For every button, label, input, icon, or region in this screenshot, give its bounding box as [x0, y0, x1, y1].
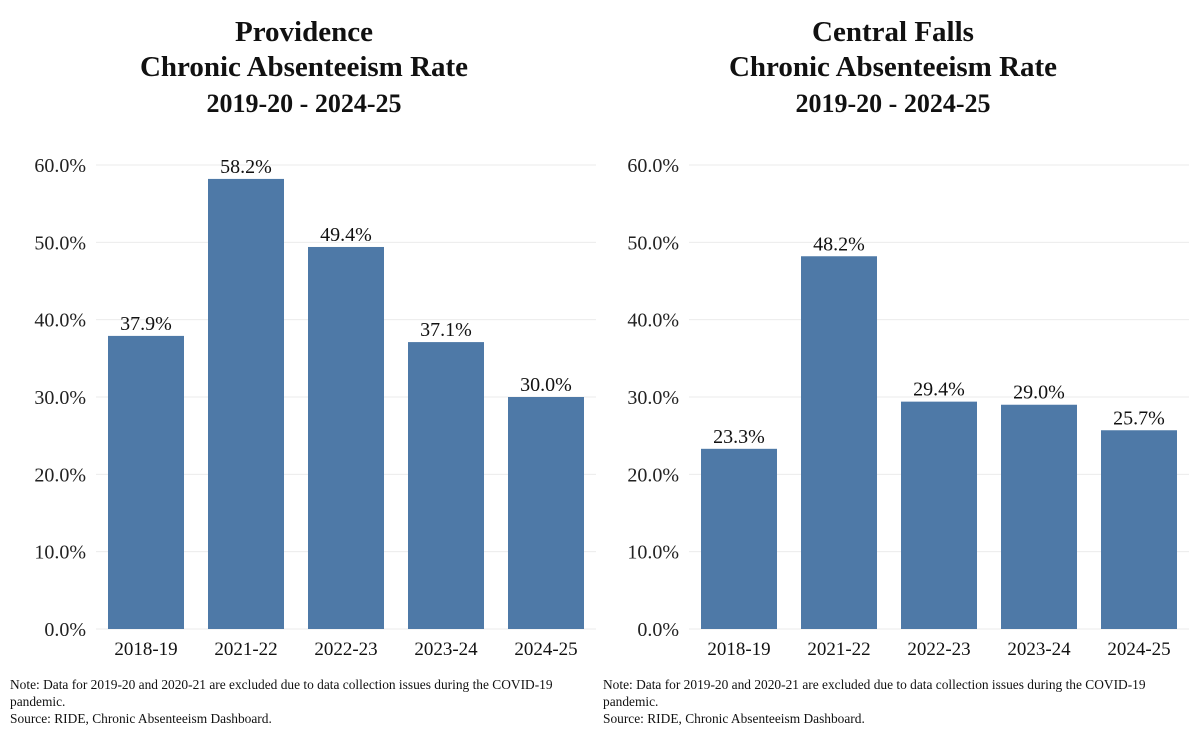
bar-2024-25	[1101, 430, 1177, 629]
y-tick-label: 50.0%	[627, 232, 679, 254]
y-tick-label: 60.0%	[627, 155, 679, 177]
bar-2024-25	[508, 397, 584, 629]
note-text: Note: Data for 2019-20 and 2020-21 are e…	[603, 677, 1146, 709]
chart-title: Central Falls	[812, 16, 974, 48]
data-label: 29.0%	[1013, 382, 1065, 404]
data-label: 30.0%	[520, 374, 572, 396]
data-label: 49.4%	[320, 224, 372, 246]
bar-2018-19	[701, 448, 777, 629]
chart-subtitle: Chronic Absenteeism Rate	[728, 51, 1058, 83]
y-tick-label: 10.0%	[34, 542, 86, 564]
source-text: Source: RIDE, Chronic Absenteeism Dashbo…	[10, 711, 272, 726]
y-tick-label: 30.0%	[34, 387, 86, 409]
bar-2021-22	[208, 178, 284, 630]
y-tick-label: 10.0%	[627, 542, 679, 564]
data-label: 37.1%	[420, 319, 472, 341]
bar-2023-24	[1001, 404, 1077, 629]
x-tick-label: 2024-25	[1107, 639, 1170, 660]
source-text: Source: RIDE, Chronic Absenteeism Dashbo…	[603, 711, 865, 726]
chart-subtitle: Chronic Absenteeism Rate	[139, 51, 469, 83]
chart-period: 2019-20 - 2024-25	[795, 89, 991, 118]
chart-period: 2019-20 - 2024-25	[206, 89, 402, 118]
x-tick-label: 2021-22	[807, 639, 870, 660]
providence-bar-chart: 0.0% 10.0% 20.0% 30.0% 40.0% 50.0% 60.0% 37.9% 2…	[34, 155, 596, 660]
data-label: 37.9%	[120, 313, 172, 335]
bar-2022-23	[901, 401, 977, 629]
data-label: 25.7%	[1113, 407, 1165, 429]
chart-note: Note: Data for 2019-20 and 2020-21 are e…	[10, 676, 570, 727]
central-falls-bar-chart: 0.0% 10.0% 20.0% 30.0% 40.0% 50.0% 60.0% 23.3% 2…	[627, 155, 1189, 660]
x-tick-label: 2023-24	[414, 639, 478, 660]
y-tick-label: 40.0%	[627, 310, 679, 332]
central-falls-panel: Central Falls Chronic Absenteeism Rate 2…	[593, 0, 1193, 738]
x-tick-label: 2022-23	[907, 639, 970, 660]
chart-note: Note: Data for 2019-20 and 2020-21 are e…	[603, 676, 1163, 727]
x-tick-label: 2021-22	[214, 639, 277, 660]
y-tick-label: 40.0%	[34, 310, 86, 332]
data-label: 29.4%	[913, 379, 965, 401]
bar-2022-23	[308, 246, 384, 629]
bar-2023-24	[408, 342, 484, 629]
bar-2018-19	[108, 335, 184, 629]
chart-title: Providence	[235, 16, 373, 48]
data-label: 48.2%	[813, 233, 865, 255]
x-tick-label: 2023-24	[1007, 639, 1071, 660]
data-label: 58.2%	[220, 156, 272, 178]
note-text: Note: Data for 2019-20 and 2020-21 are e…	[10, 677, 553, 709]
y-tick-label: 0.0%	[44, 619, 86, 641]
providence-panel: Providence Chronic Absenteeism Rate 2019…	[10, 16, 596, 727]
x-tick-label: 2018-19	[114, 639, 177, 660]
data-label: 23.3%	[713, 426, 765, 448]
y-tick-label: 0.0%	[637, 619, 679, 641]
x-tick-label: 2022-23	[314, 639, 377, 660]
y-tick-label: 20.0%	[627, 464, 679, 486]
x-tick-label: 2024-25	[514, 639, 577, 660]
y-tick-label: 20.0%	[34, 464, 86, 486]
bar-2021-22	[801, 256, 877, 629]
y-tick-label: 50.0%	[34, 232, 86, 254]
y-tick-label: 60.0%	[34, 155, 86, 177]
x-tick-label: 2018-19	[707, 639, 770, 660]
y-tick-label: 30.0%	[627, 387, 679, 409]
